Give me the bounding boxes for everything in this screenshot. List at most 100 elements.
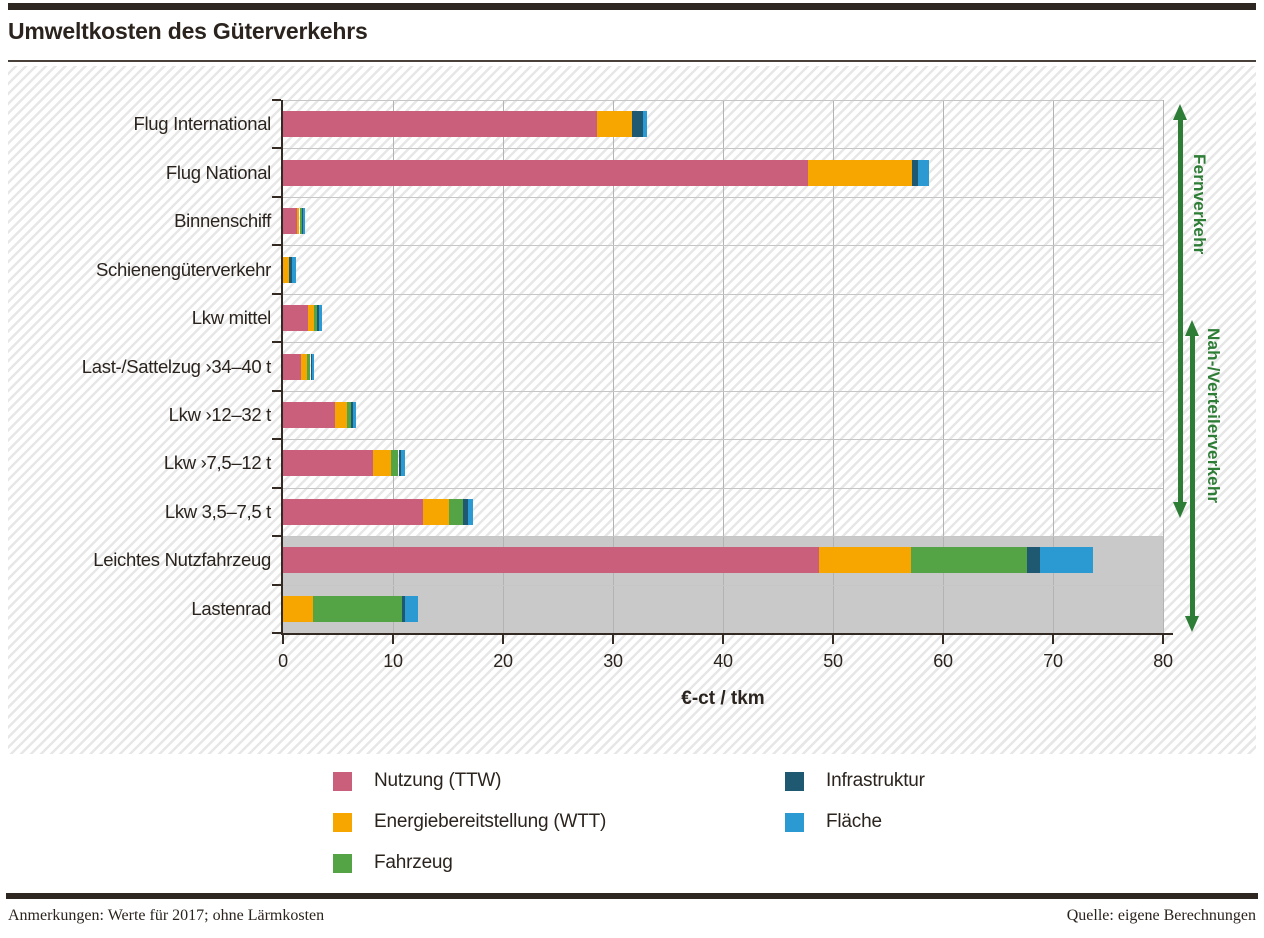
bar-segment [283,353,301,380]
category-label: Lastenrad [191,597,271,619]
range-arrow [1173,104,1187,518]
infrastruktur-swatch-icon [785,771,804,791]
chart-panel: 0 10 20 30 40 50 60 70 80 Flug International Flug … [8,66,1256,754]
bar-segment [300,353,308,380]
gridline [612,100,614,633]
bar-segment [912,159,919,186]
x-tick-label: 0 [278,651,288,671]
bar-segment [283,450,374,477]
row-divider [283,487,1163,489]
x-axis-tick [392,635,394,644]
bar-segment [283,547,819,574]
category-label: Lkw 3,5–7,5 t [164,500,271,522]
bar-segment [818,547,912,574]
y-axis-tick [272,632,281,634]
category-label: Last-/Sattelzug ›34–40 t [81,355,272,377]
y-axis-tick [272,99,281,101]
legend-label: Fahrzeug [374,852,453,873]
x-axis-tick [942,635,944,644]
bar-segment [302,208,305,235]
bar-segment [283,498,423,525]
y-axis [281,100,283,635]
row-divider [283,100,1163,101]
footer-accent-bar [6,893,1258,899]
row-divider [283,196,1163,198]
gridline [502,100,504,633]
arrowhead-down-icon [1173,502,1187,518]
legend-item-fahrzeug: Fahrzeug [333,852,453,874]
bar-segment [807,159,913,186]
gridline [942,100,944,633]
bar-segment [353,401,357,428]
bar-segment [289,256,292,283]
x-axis-tick [282,635,284,644]
page-title: Umweltkosten des Güterverkehrs [8,18,368,44]
y-axis-tick [272,292,281,295]
bar-segment [283,595,313,622]
y-axis-tick [272,486,281,489]
y-axis-tick [272,535,281,538]
x-tick-label: 80 [1153,651,1173,671]
bar-segment [918,159,930,186]
y-axis-tick [272,147,281,150]
bar-segment [283,256,290,283]
x-tick-label: 40 [713,651,733,671]
row-divider [283,342,1163,344]
bar-segment [307,353,311,380]
bar-segment [283,208,298,235]
bar-segment [398,450,401,477]
gridline [392,100,394,633]
bar-segment [312,595,402,622]
legend-item-infrastruktur: Infrastruktur [785,770,925,792]
x-axis-tick [722,635,724,644]
x-axis [281,633,1173,635]
x-axis-tick [1162,635,1164,644]
x-axis-tick [612,635,614,644]
bar-segment [283,401,335,428]
arrow-shaft [1177,120,1183,502]
arrowhead-up-icon [1185,320,1199,336]
bar-segment [1026,547,1040,574]
title-divider [8,60,1256,62]
bar-segment [311,353,315,380]
y-axis-tick [272,438,281,441]
row-divider [283,390,1163,392]
bar-segment [346,401,351,428]
bar-segment [400,450,405,477]
bar-segment [373,450,391,477]
gridline [1052,100,1054,633]
bar-segment [319,305,323,332]
x-axis-tick [1052,635,1054,644]
gridline [722,100,724,633]
bar-segment [404,595,418,622]
gridline [832,100,834,633]
bar-segment [313,305,318,332]
bar-segment [283,159,808,186]
x-tick-label: 30 [603,651,623,671]
arrow-shaft [1189,336,1195,616]
row-divider [283,245,1163,247]
bar-segment [631,111,643,138]
legend-item-energiebereitstellung: Energiebereitstellung (WTT) [333,811,606,833]
range-arrow-label: Nah-/Verteilerverkehr [1204,328,1223,504]
row-divider [283,584,1163,586]
y-axis-tick [272,389,281,392]
category-label: Lkw mittel [191,307,272,329]
bar-segment [283,305,309,332]
x-tick-label: 10 [383,651,403,671]
row-divider [283,148,1163,150]
legend-item-nutzung: Nutzung (TTW) [333,770,501,792]
flaeche-swatch-icon [785,812,804,832]
arrowhead-down-icon [1185,616,1199,632]
bar-segment [911,547,1027,574]
bar-segment [463,498,469,525]
y-axis-tick [272,341,281,344]
gridline [1162,100,1164,633]
category-label: Flug International [133,113,271,135]
bar-segment [449,498,464,525]
y-axis-tick [272,583,281,586]
row-divider [283,536,1163,538]
bar-segment [283,111,597,138]
row-divider [283,293,1163,295]
